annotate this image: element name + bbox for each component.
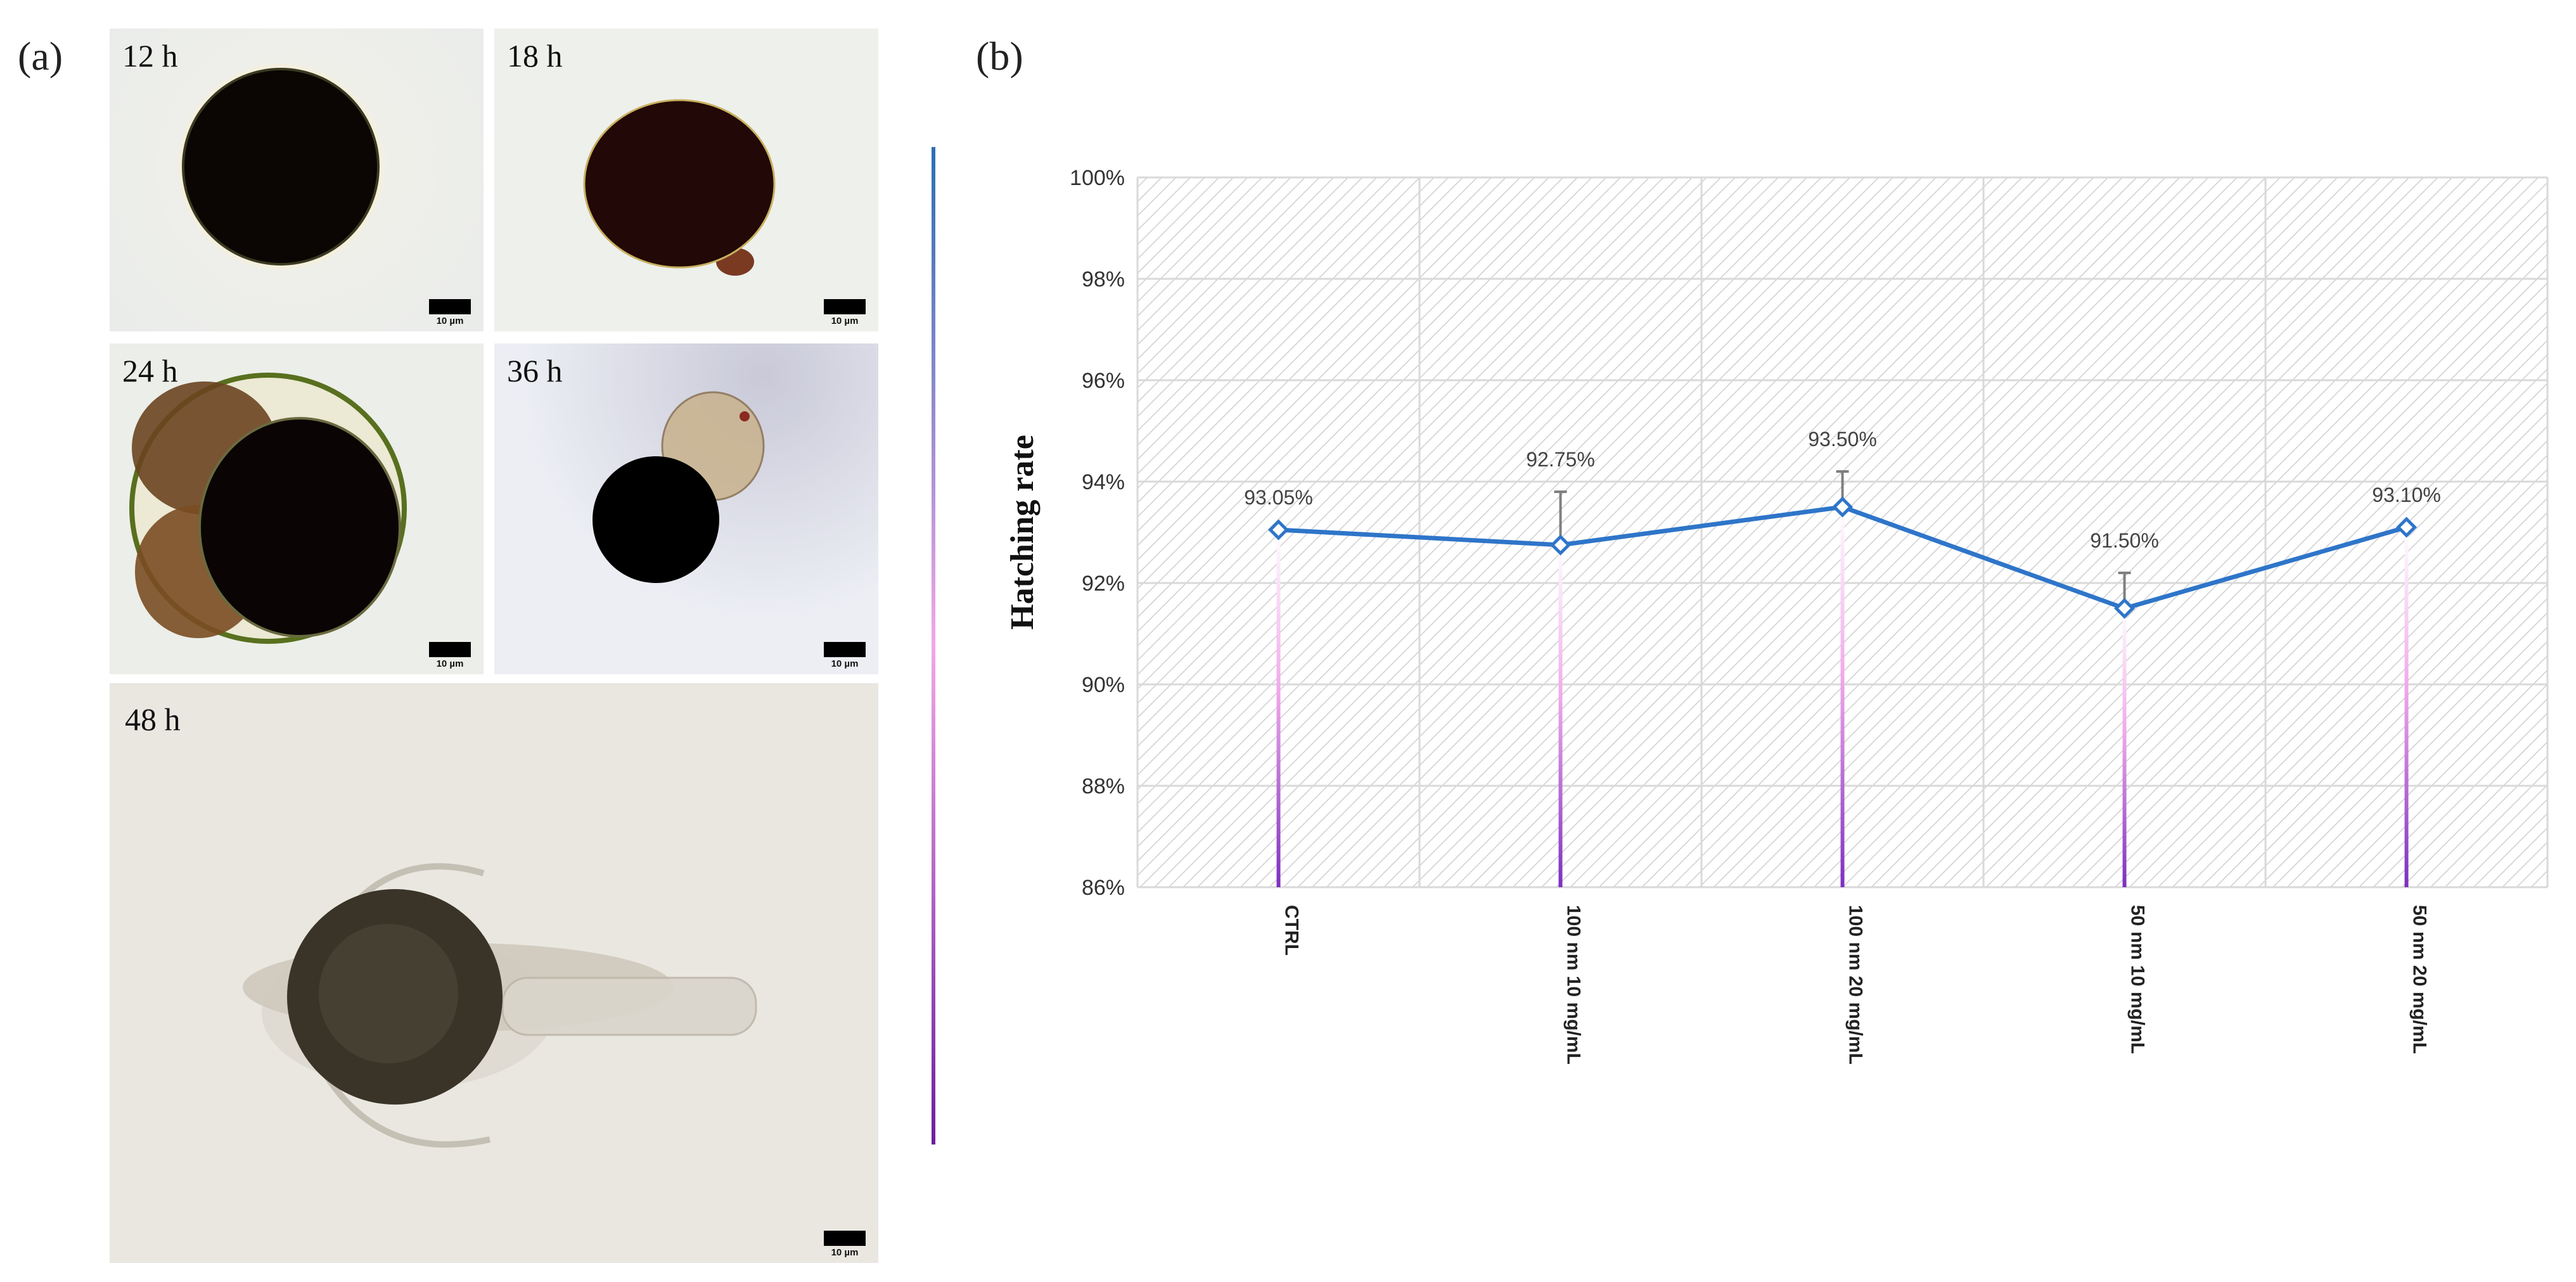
x-tick-label: CTRL [1281, 905, 1302, 956]
micrograph-12h: 12 h 10 µm [110, 29, 484, 331]
x-tick-label: 50 nm 20 mg/mL [2409, 905, 2430, 1054]
drop-line [1558, 545, 1563, 887]
drop-line [1840, 507, 1845, 887]
drop-line [2404, 527, 2409, 887]
y-tick-label: 90% [1082, 673, 1125, 697]
micrograph-24h: 24 h 10 µm [110, 343, 484, 674]
panel-divider [932, 147, 935, 1144]
x-tick-label: 100 nm 20 mg/mL [1845, 905, 1866, 1065]
data-label: 93.10% [2372, 484, 2441, 506]
time-label: 18 h [507, 38, 563, 74]
data-label: 92.75% [1526, 448, 1595, 471]
drop-lines [1276, 507, 2409, 887]
y-tick-label: 92% [1082, 572, 1125, 596]
data-label: 93.50% [1808, 428, 1877, 451]
y-tick-label: 96% [1082, 369, 1125, 393]
panel-b-label: (b) [976, 34, 1023, 79]
data-labels: 93.05% 92.75% 93.50% 91.50% 93.10% [1244, 428, 2441, 552]
scale-bar: 10 µm [824, 642, 866, 669]
y-tick-label: 94% [1082, 470, 1125, 494]
data-point [1549, 534, 1572, 556]
time-label: 24 h [122, 353, 178, 388]
data-label: 93.05% [1244, 486, 1313, 509]
drop-line [2122, 608, 2127, 887]
scale-bar: 10 µm [429, 642, 471, 669]
hatching-rate-chart: 86% 88% 90% 92% 94% 96% 98% 100% CTRL 100 nm 10 … [1004, 166, 2549, 1065]
x-tick-label: 100 nm 10 mg/mL [1563, 905, 1584, 1065]
y-axis-label: Hatching rate [1004, 435, 1041, 630]
data-point [1831, 496, 1854, 518]
y-tick-label: 100% [1070, 166, 1125, 190]
panel-a-label: (a) [18, 34, 63, 79]
y-tick-label: 98% [1082, 267, 1125, 292]
embryo-24h-image [129, 373, 407, 644]
embryo-12h-image [178, 64, 383, 269]
x-axis-ticks: CTRL 100 nm 10 mg/mL 100 nm 20 mg/mL 50 nm … [1281, 905, 2430, 1065]
scale-bar: 10 µm [824, 299, 866, 326]
time-label: 36 h [507, 353, 563, 388]
time-label: 12 h [122, 38, 178, 74]
y-tick-label: 86% [1082, 876, 1125, 900]
y-tick-label: 88% [1082, 774, 1125, 798]
data-point [2113, 598, 2136, 619]
micrograph-18h: 18 h 10 µm [494, 29, 878, 331]
embryo-36h-image [593, 391, 765, 583]
data-point [2395, 516, 2418, 538]
embryo-18h-image [583, 99, 776, 276]
data-label: 91.50% [2090, 529, 2159, 552]
data-markers [1267, 496, 2418, 619]
data-point [1267, 519, 1290, 541]
drop-line [1276, 530, 1281, 887]
time-label: 48 h [125, 702, 181, 737]
y-axis-ticks: 86% 88% 90% 92% 94% 96% 98% 100% [1070, 166, 1125, 900]
larva-48h-image [243, 863, 757, 1148]
micrograph-48h: 48 h 10 µm [110, 683, 878, 1263]
scale-bar: 10 µm [429, 299, 471, 326]
x-tick-label: 50 nm 10 mg/mL [2127, 905, 2148, 1054]
micrograph-36h: 36 h 10 µm [494, 343, 878, 674]
scale-bar: 10 µm [824, 1231, 866, 1258]
